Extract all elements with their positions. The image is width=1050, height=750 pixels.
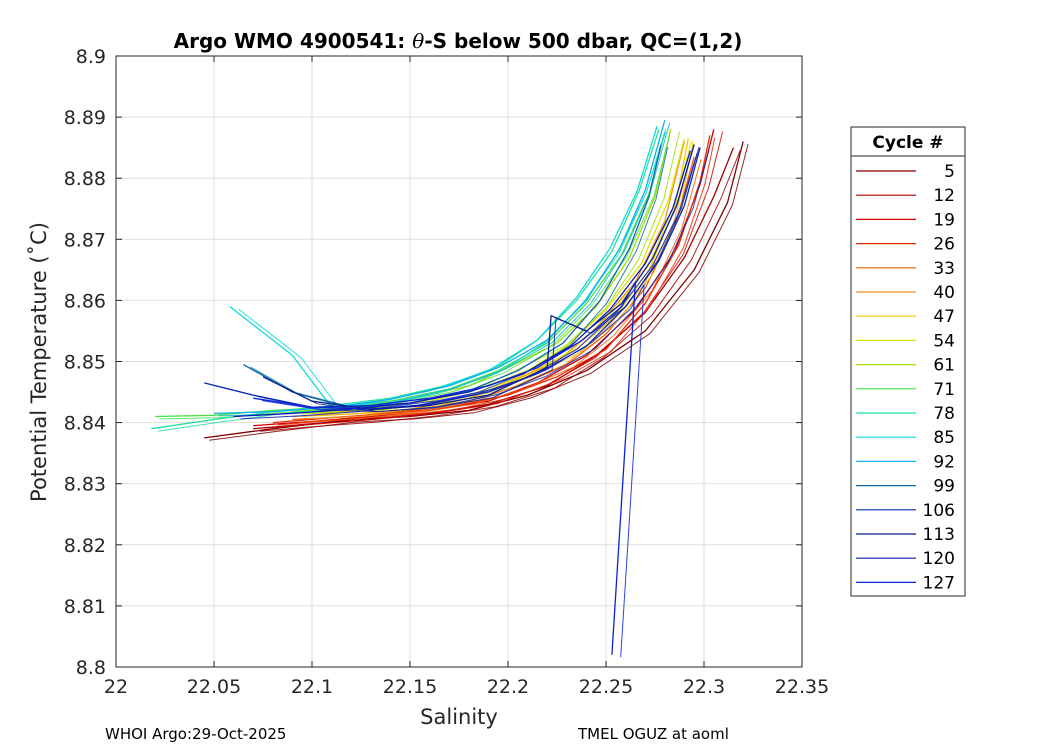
legend-label-cycle-5: 5 — [944, 162, 955, 182]
legend-label-cycle-33: 33 — [933, 259, 955, 279]
x-axis-label: Salinity — [420, 705, 498, 729]
series-line-cycle-113-companion — [267, 146, 700, 413]
legend-label-cycle-99: 99 — [933, 477, 955, 497]
y-tick-label: 8.9 — [76, 46, 106, 68]
series-line-cycle-99 — [243, 144, 662, 408]
footer-right-text: TMEL OGUZ at aoml — [578, 725, 729, 743]
y-ticks: 8.8 8.81 8.82 8.83 8.84 8.85 8.86 8.87 8.88 8.89 8… — [64, 46, 802, 679]
y-tick-label: 8.81 — [64, 596, 106, 618]
y-tick-label: 8.85 — [64, 352, 106, 374]
y-tick-label: 8.87 — [64, 229, 106, 251]
legend-label-cycle-106: 106 — [923, 501, 955, 521]
legend-label-cycle-54: 54 — [933, 331, 955, 351]
x-ticks: 22 22.05 22.1 22.15 22.2 22.25 22.3 22.35 — [104, 56, 829, 698]
chart-title-part-2: -S below 500 dbar, QC=(1,2) — [424, 29, 742, 53]
y-tick-label: 8.8 — [76, 657, 106, 679]
x-tick-label: 22.3 — [683, 676, 725, 698]
y-tick-label: 8.86 — [64, 290, 106, 312]
legend-label-cycle-47: 47 — [933, 307, 955, 327]
chart-title-part-1: Argo WMO 4900541: — [174, 29, 413, 53]
grid-lines — [116, 56, 802, 667]
legend-label-cycle-71: 71 — [933, 380, 955, 400]
x-tick-label: 22.2 — [487, 676, 529, 698]
y-tick-label: 8.82 — [64, 535, 106, 557]
legend-label-cycle-78: 78 — [933, 404, 955, 424]
series-line-cycle-71-companion — [160, 134, 671, 420]
series-line-cycle-33-companion — [299, 159, 702, 423]
series-line-cycle-120 — [233, 150, 691, 418]
y-axis-label: Potential Temperature (˚C) — [27, 222, 51, 502]
chart-title: Argo WMO 4900541: θ-S below 500 dbar, QC… — [174, 29, 743, 53]
legend-box — [850, 126, 966, 597]
legend-label-cycle-61: 61 — [933, 356, 955, 376]
x-tick-label: 22.1 — [291, 676, 333, 698]
legend-label-cycle-19: 19 — [933, 210, 955, 230]
x-tick-label: 22.25 — [579, 676, 633, 698]
y-tick-label: 8.88 — [64, 168, 106, 190]
legend-label-cycle-12: 12 — [933, 186, 955, 206]
series-line-cycle-12-companion — [260, 149, 741, 432]
legend-label-cycle-85: 85 — [933, 428, 955, 448]
series-line-cycle-127 — [253, 281, 637, 655]
y-tick-label: 8.84 — [64, 413, 106, 435]
x-tick-label: 22 — [104, 676, 128, 698]
legend-label-cycle-113: 113 — [923, 525, 955, 545]
x-tick-label: 22.15 — [383, 676, 437, 698]
chart-title-theta: θ — [412, 29, 424, 53]
footer-left-text: WHOI Argo:29-Oct-2025 — [105, 725, 287, 743]
series-lines — [151, 120, 749, 658]
legend: Cycle # 5 12 19 26 33 40 47 54 61 71 78 85 92 99 106 11… — [850, 126, 966, 597]
legend-label-cycle-127: 127 — [923, 573, 955, 593]
legend-label-cycle-26: 26 — [933, 235, 955, 255]
y-tick-label: 8.89 — [64, 107, 106, 129]
series-line-cycle-71 — [155, 132, 666, 418]
y-tick-label: 8.83 — [64, 474, 106, 496]
legend-label-cycle-92: 92 — [933, 452, 955, 472]
x-tick-label: 22.05 — [187, 676, 241, 698]
series-line-cycle-127-companion — [261, 284, 645, 658]
legend-title: Cycle # — [872, 133, 943, 153]
series-line-cycle-85-companion — [238, 128, 667, 411]
legend-label-cycle-40: 40 — [933, 283, 955, 303]
legend-label-cycle-120: 120 — [923, 549, 955, 569]
x-tick-label: 22.35 — [775, 676, 829, 698]
